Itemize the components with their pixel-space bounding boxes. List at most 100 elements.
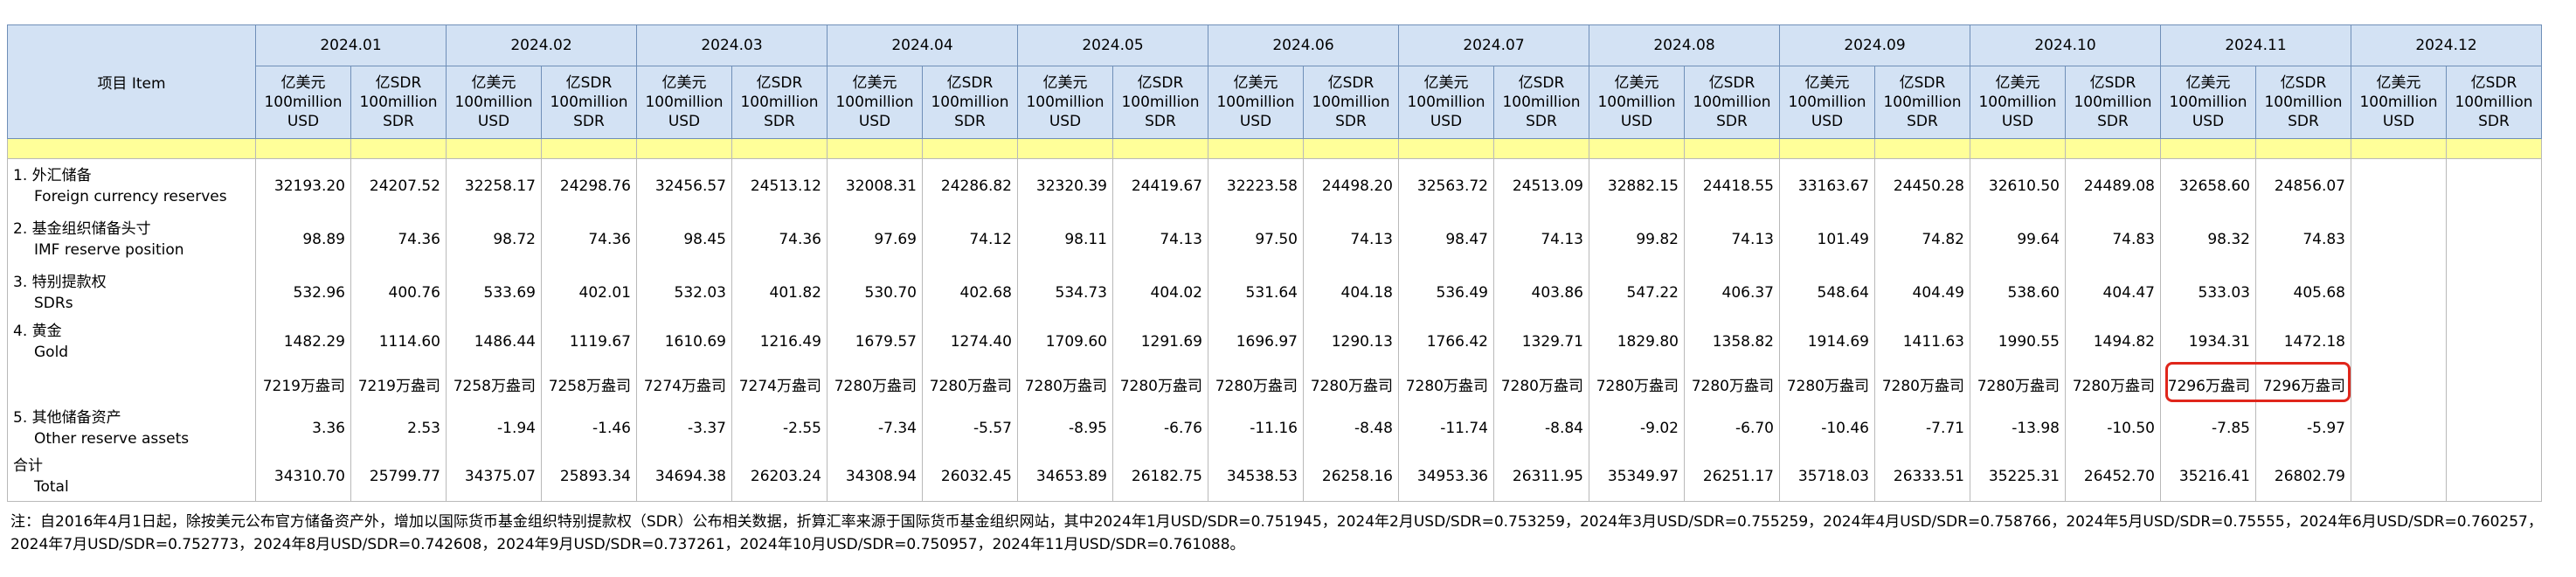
value-cell: 24450.28 xyxy=(1874,158,1970,213)
value-cell: 532.03 xyxy=(636,265,732,320)
unit-header: 亿美元 100million USD xyxy=(255,66,351,139)
value-cell: 32563.72 xyxy=(1398,158,1494,213)
unit-header: 亿美元 100million USD xyxy=(1970,66,2066,139)
unit-line: 100million xyxy=(2169,94,2247,111)
value-cell: 34653.89 xyxy=(1017,452,1113,502)
month-header: 2024.04 xyxy=(827,24,1018,66)
unit-line: 100million xyxy=(931,94,1009,111)
value-cell: 24513.09 xyxy=(1493,158,1589,213)
value-cell: 404.18 xyxy=(1303,265,1399,320)
row-label: 5. 其他储备资产 Other reserve assets xyxy=(7,403,256,453)
highlight-box xyxy=(2165,362,2351,402)
unit-line: SDR xyxy=(1907,113,1938,130)
unit-header: 亿SDR 100million SDR xyxy=(1874,66,1970,139)
unit-line: 亿美元 xyxy=(1614,74,1659,92)
unit-line: SDR xyxy=(1526,113,1557,130)
value-cell: 7280万盎司 xyxy=(1208,364,1304,404)
value-cell: 24498.20 xyxy=(1303,158,1399,213)
value-cell: -9.02 xyxy=(1589,403,1685,453)
unit-line: USD xyxy=(1049,113,1082,130)
value-cell: -11.74 xyxy=(1398,403,1494,453)
unit-header: 亿SDR 100million SDR xyxy=(922,66,1018,139)
unit-line: SDR xyxy=(2478,113,2510,130)
unit-line: 100million xyxy=(359,94,438,111)
value-cell: 7274万盎司 xyxy=(636,364,732,404)
unit-line: SDR xyxy=(1335,113,1367,130)
unit-line: 100million xyxy=(740,94,819,111)
label-zh: 4. 黄金 xyxy=(13,323,62,340)
unit-line: 亿SDR xyxy=(1899,74,1946,92)
value-cell: 32223.58 xyxy=(1208,158,1304,213)
value-cell: 1934.31 xyxy=(2160,319,2256,365)
value-cell: -1.46 xyxy=(541,403,637,453)
value-cell: 32193.20 xyxy=(255,158,351,213)
unit-line: 100million xyxy=(1693,94,1771,111)
value-cell xyxy=(2446,212,2542,266)
unit-header: 亿SDR 100million SDR xyxy=(541,66,637,139)
value-cell: 7280万盎司 xyxy=(1398,364,1494,404)
value-cell: 1914.69 xyxy=(1779,319,1875,365)
value-cell: 1290.13 xyxy=(1303,319,1399,365)
unit-line: USD xyxy=(477,113,510,130)
value-cell: 24856.07 xyxy=(2255,158,2351,213)
value-cell: 1216.49 xyxy=(731,319,828,365)
value-cell: 7219万盎司 xyxy=(350,364,447,404)
value-cell: 7280万盎司 xyxy=(1303,364,1399,404)
unit-line: 亿美元 xyxy=(1995,74,2040,92)
value-cell: 98.11 xyxy=(1017,212,1113,266)
value-cell: -6.70 xyxy=(1684,403,1780,453)
unit-header: 亿SDR 100million SDR xyxy=(2446,66,2542,139)
value-cell: 1486.44 xyxy=(446,319,542,365)
yellow-cell xyxy=(1303,138,1399,159)
unit-header: 亿SDR 100million SDR xyxy=(1684,66,1780,139)
yellow-cell xyxy=(922,138,1018,159)
value-cell: 32456.57 xyxy=(636,158,732,213)
value-cell: 26333.51 xyxy=(1874,452,1970,502)
value-cell: 1709.60 xyxy=(1017,319,1113,365)
unit-line: SDR xyxy=(1716,113,1748,130)
unit-line: 100million xyxy=(1502,94,1581,111)
unit-line: 亿SDR xyxy=(2280,74,2327,92)
value-cell: 35349.97 xyxy=(1589,452,1685,502)
value-cell: 406.37 xyxy=(1684,265,1780,320)
unit-line: 亿SDR xyxy=(565,74,613,92)
month-header: 2024.08 xyxy=(1589,24,1780,66)
value-cell: 35718.03 xyxy=(1779,452,1875,502)
unit-line: 100million xyxy=(2359,94,2438,111)
unit-line: USD xyxy=(1239,113,1272,130)
unit-line: SDR xyxy=(383,113,414,130)
unit-line: USD xyxy=(1620,113,1653,130)
value-cell: 24513.12 xyxy=(731,158,828,213)
yellow-cell xyxy=(255,138,351,159)
yellow-cell xyxy=(1112,138,1208,159)
row-label: 4. 黄金 Gold xyxy=(7,319,256,365)
value-cell xyxy=(2351,452,2447,502)
value-cell: 401.82 xyxy=(731,265,828,320)
value-cell: 1472.18 xyxy=(2255,319,2351,365)
yellow-cell xyxy=(1398,138,1494,159)
unit-line: SDR xyxy=(954,113,986,130)
unit-line: 100million xyxy=(1597,94,1676,111)
value-cell xyxy=(2446,403,2542,453)
unit-line: 亿SDR xyxy=(1327,74,1375,92)
yellow-cell xyxy=(1779,138,1875,159)
value-cell: 25893.34 xyxy=(541,452,637,502)
unit-line: USD xyxy=(287,113,320,130)
unit-header: 亿SDR 100million SDR xyxy=(2065,66,2161,139)
value-cell: 24418.55 xyxy=(1684,158,1780,213)
value-cell: 2.53 xyxy=(350,403,447,453)
value-cell xyxy=(2351,212,2447,266)
data-row: 合计 Total 34310.70 25799.77 34375.07 25893.34 3… xyxy=(7,452,2542,502)
unit-line: 100million xyxy=(1026,94,1104,111)
label-zh: 5. 其他储备资产 xyxy=(13,408,121,427)
unit-line: 亿SDR xyxy=(1518,74,1565,92)
value-cell: 531.64 xyxy=(1208,265,1304,320)
unit-header: 亿美元 100million USD xyxy=(1017,66,1113,139)
value-cell: 98.89 xyxy=(255,212,351,266)
value-cell: 7258万盎司 xyxy=(541,364,637,404)
unit-header: 亿SDR 100million SDR xyxy=(2255,66,2351,139)
value-cell: 74.12 xyxy=(922,212,1018,266)
unit-line: 亿SDR xyxy=(2089,74,2136,92)
value-cell: 534.73 xyxy=(1017,265,1113,320)
